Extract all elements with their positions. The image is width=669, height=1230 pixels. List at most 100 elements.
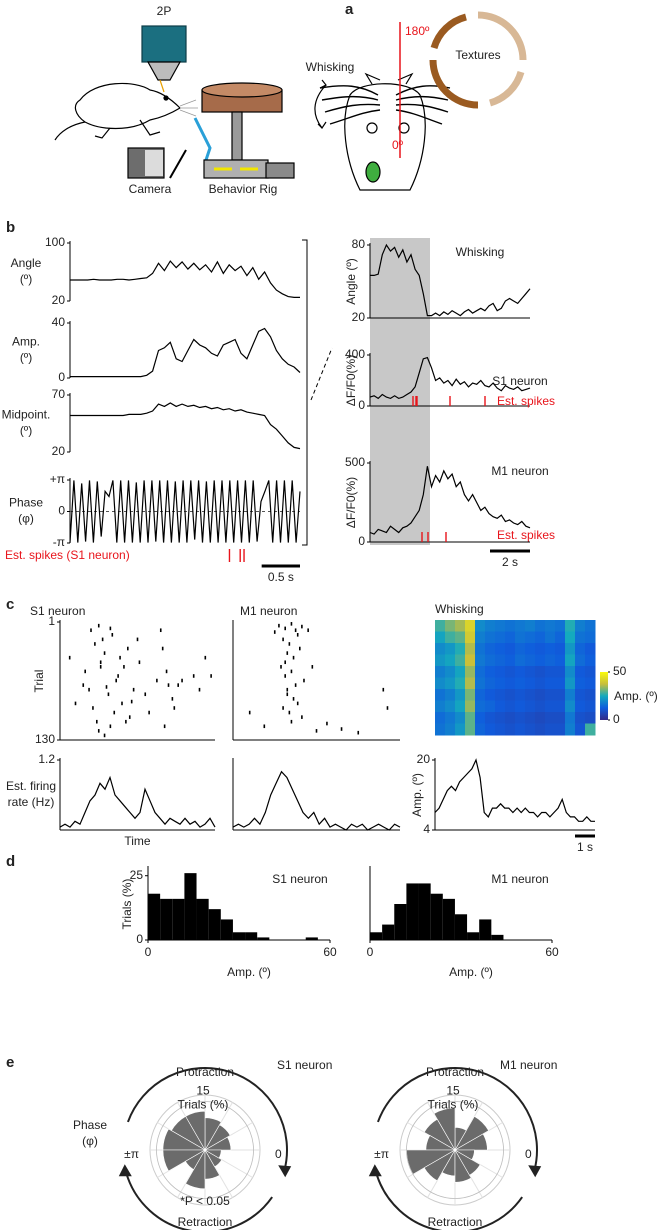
bar [220, 919, 233, 940]
bar [184, 873, 197, 940]
texture-ring-dark [430, 13, 468, 50]
heat-cell [475, 654, 486, 667]
scale-bar-label: 0.5 s [268, 570, 294, 584]
polar-bar [454, 1115, 490, 1151]
heat-cell [575, 712, 586, 724]
heat-cell [505, 654, 516, 667]
objective [141, 25, 187, 63]
bar [406, 883, 419, 940]
heat-cell [465, 723, 476, 736]
mouse-paws [94, 119, 161, 139]
heat-cell [565, 643, 576, 655]
y-tick-label: 40 [52, 315, 66, 329]
y-tick-label: 20 [352, 310, 366, 324]
heat-cell [575, 677, 586, 690]
bar [442, 898, 455, 940]
y-tick-label: +π [50, 472, 65, 486]
heat-cell [465, 700, 476, 713]
y-axis-label: (φ) [82, 1134, 98, 1148]
y-tick-label: 4 [423, 822, 430, 836]
heat-cell [525, 631, 536, 644]
laser [159, 79, 165, 93]
heat-cell [435, 620, 446, 632]
camera-lens [145, 150, 163, 176]
heat-cell [515, 631, 526, 644]
y-axis-label: Trial [32, 670, 46, 693]
shaded-region [370, 238, 430, 322]
direction-arrow [127, 1067, 288, 1172]
whiskers [179, 99, 198, 117]
y-tick-label: 500 [345, 455, 365, 469]
trace [434, 758, 595, 822]
x-axis-label: Amp. (º) [227, 965, 271, 979]
y-tick-label: 100 [45, 235, 65, 249]
eye-left [366, 122, 378, 134]
heat-cell [575, 666, 586, 678]
heat-cell [535, 723, 546, 736]
heat-cell [565, 700, 576, 713]
heat-cell [545, 654, 556, 667]
heat-cell [515, 689, 526, 701]
x-tick-label: 0 [367, 945, 374, 959]
heat-cell [535, 643, 546, 655]
zoom-connector [310, 347, 333, 401]
heat-cell [575, 723, 586, 736]
heat-cell [555, 654, 566, 667]
heat-cell [475, 689, 486, 701]
heat-cell [555, 643, 566, 655]
x-tick-label: 60 [323, 945, 337, 959]
heat-cell [535, 700, 546, 713]
heat-cell [435, 723, 446, 736]
heat-cell [525, 723, 536, 736]
colorbar-label: Amp. (º) [614, 689, 658, 703]
direction-arrow [124, 1170, 273, 1230]
spikes-label: Est. spikes [497, 394, 555, 408]
x-tick-label: 60 [545, 945, 559, 959]
polar-grid [156, 1101, 254, 1199]
heat-cell [475, 643, 486, 655]
heat-cell [445, 689, 456, 701]
heat-cell [575, 620, 586, 632]
y-axis-label: ΔF/F0(%) [344, 477, 358, 528]
heat-cell [475, 700, 486, 713]
polar-bar [433, 1107, 456, 1152]
heat-cell [585, 631, 596, 644]
trace [370, 243, 531, 317]
heat-cell [575, 654, 586, 667]
y-axis-label: Est. firing [6, 779, 56, 793]
significance-note: *P < 0.05 [180, 1194, 230, 1208]
heat-cell [565, 689, 576, 701]
rig-label: Behavior Rig [209, 182, 278, 196]
bar [418, 883, 431, 940]
heat-cell [525, 712, 536, 724]
heat-cell [485, 677, 496, 690]
mouse-body [74, 82, 181, 130]
heat-cell [585, 723, 596, 736]
y-tick-label: 400 [345, 347, 365, 361]
heat-cell [485, 700, 496, 713]
heat-cell [485, 654, 496, 667]
y-tick-label: 20 [417, 752, 431, 766]
polar-bar [203, 1149, 222, 1159]
heat-cell [445, 712, 456, 724]
heat-cell [455, 700, 466, 713]
texture-drum-top [201, 82, 283, 98]
heat-cell [585, 689, 596, 701]
heat-cell [495, 643, 506, 655]
y-axis-label: (º) [20, 272, 32, 286]
heat-cell [495, 700, 506, 713]
heat-cell [575, 643, 586, 655]
heat-cell [465, 689, 476, 701]
heat-cell [555, 723, 566, 736]
heat-cell [455, 654, 466, 667]
heat-cell [505, 723, 516, 736]
polar-bar [453, 1149, 475, 1161]
top-view-mouse [344, 83, 426, 191]
y-tick-label: 70 [52, 387, 66, 401]
heat-cell [545, 712, 556, 724]
heat-cell [535, 654, 546, 667]
bar [257, 937, 270, 940]
heat-cell [475, 631, 486, 644]
heat-cell [435, 689, 446, 701]
